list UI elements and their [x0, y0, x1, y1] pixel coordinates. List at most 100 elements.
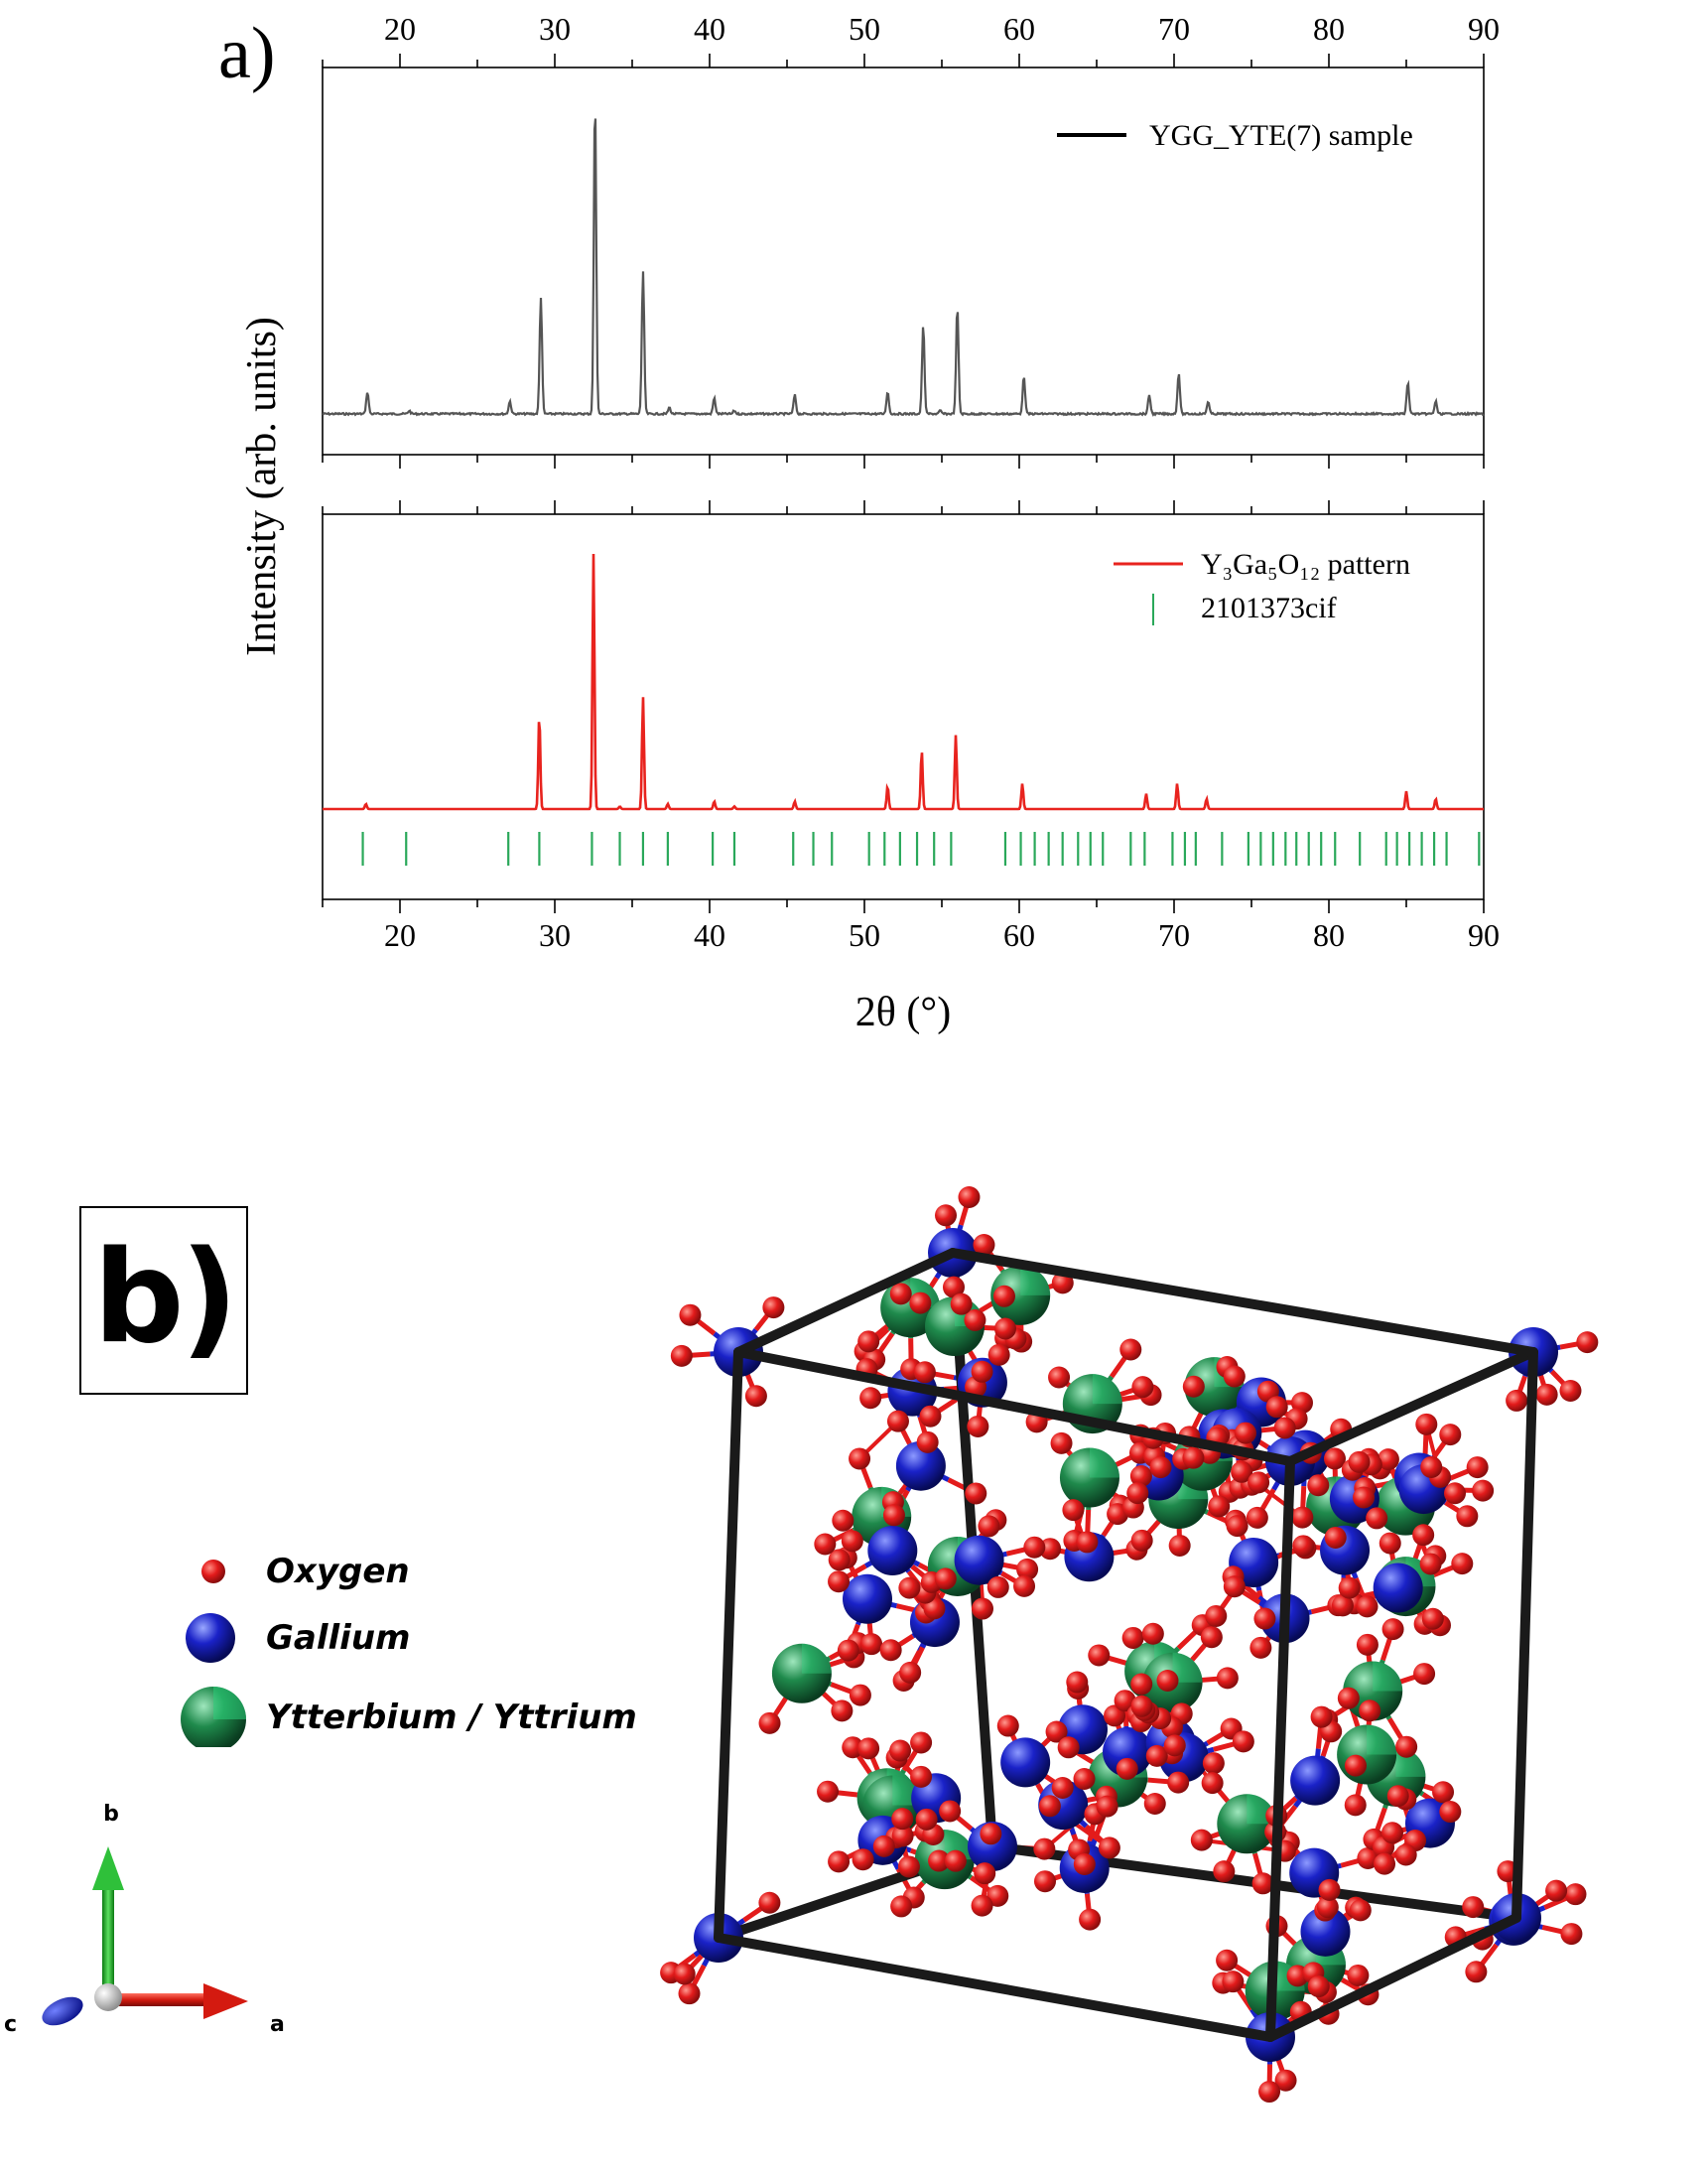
oxygen-atom	[889, 1739, 912, 1762]
gallium-atom	[842, 1573, 892, 1624]
legend-label-pattern: Y₃Ga₅O₁₂ pattern	[1201, 548, 1410, 581]
oxygen-atom	[1130, 1529, 1153, 1552]
oxygen-atom	[1088, 1644, 1111, 1667]
legend-label-sample: YGG_YTE(7) sample	[1149, 119, 1413, 152]
oxygen-atom	[913, 1361, 936, 1384]
lower-panel-frame	[322, 513, 1485, 900]
oxygen-atom	[1201, 1772, 1224, 1795]
oxygen-atom	[814, 1533, 837, 1556]
oxygen-atom	[1395, 1735, 1418, 1758]
oxygen-atom	[1324, 1526, 1347, 1549]
oxygen-atom	[1357, 1846, 1380, 1869]
gallium-atom	[1000, 1737, 1051, 1788]
cell-edge-front	[1265, 1913, 1521, 2042]
top-tick-label: 80	[1313, 11, 1345, 47]
oxygen-atom	[1331, 1594, 1354, 1617]
panel-b-label: b)	[79, 1206, 248, 1395]
oxygen-atom	[1167, 1771, 1190, 1794]
legend-oxygen-label: Oxygen	[266, 1552, 410, 1591]
oxygen-atom	[978, 1515, 1000, 1538]
oxygen-atom	[1273, 1417, 1296, 1439]
oxygen-atom	[1353, 1486, 1376, 1509]
oxygen-atom	[1344, 1794, 1367, 1817]
gallium-atom	[954, 1535, 1004, 1585]
oxygen-atom	[1374, 1852, 1396, 1875]
legend-gallium-label: Gallium	[266, 1618, 411, 1658]
yttrium-atom	[1217, 1794, 1277, 1854]
gallium-atom	[1373, 1563, 1423, 1613]
oxygen-atom	[1050, 1431, 1073, 1454]
oxygen-atom	[1451, 1553, 1474, 1575]
gallium-atom	[895, 1440, 946, 1491]
cell-edge-front	[1285, 1347, 1538, 1466]
oxygen-atom	[1202, 1752, 1225, 1775]
oxygen-atom	[965, 1482, 987, 1505]
yttrium-atom	[990, 1265, 1051, 1325]
oxygen-atom	[910, 1731, 933, 1754]
top-tick-label: 20	[384, 11, 416, 47]
oxygen-atom	[1033, 1837, 1056, 1860]
cell-edge-front	[1511, 1347, 1538, 1923]
oxygen-atom	[1307, 1474, 1330, 1497]
oxygen-atom	[886, 1410, 909, 1432]
oxygen-atom	[1248, 1471, 1270, 1494]
oxygen-atom	[1143, 1792, 1166, 1815]
sample-pattern-line	[322, 118, 1485, 417]
oxygen-atom	[1472, 1479, 1495, 1502]
oxygen-atom	[1291, 1506, 1314, 1529]
legend-lower: Y₃Ga₅O₁₂ pattern 2101373cif	[1114, 548, 1410, 625]
oxygen-atom	[916, 1430, 939, 1453]
oxygen-atom	[1444, 1482, 1467, 1505]
oxygen-atom	[898, 1576, 921, 1599]
oxygen-atom	[1338, 1576, 1361, 1599]
gallium-atom-icon	[186, 1613, 235, 1663]
oxygen-atom	[828, 1570, 851, 1593]
oxygen-atom	[934, 1567, 957, 1590]
oxygen-atom	[1292, 1535, 1315, 1558]
yttrium-atom-shade	[1373, 1661, 1403, 1692]
oxygen-atom	[964, 1308, 986, 1331]
oxygen-atom	[1182, 1375, 1205, 1398]
oxygen-atom	[1506, 1389, 1528, 1412]
yttrium-atom-shade	[1367, 1724, 1397, 1755]
oxygen-atom	[1062, 1499, 1085, 1522]
oxygen-atom	[758, 1891, 781, 1914]
oxygen-atom	[974, 1862, 996, 1885]
oxygen-atom	[1200, 1626, 1223, 1649]
oxygen-atom	[1213, 1860, 1236, 1883]
oxygen-atom	[744, 1385, 767, 1408]
oxygen-atom	[1439, 1424, 1462, 1446]
oxygen-atom	[673, 1963, 696, 1985]
oxygen-atom	[1073, 1768, 1096, 1791]
bottom-tick-label: 80	[1313, 917, 1345, 953]
oxygen-atom	[1246, 1506, 1268, 1529]
oxygen-atom	[986, 1575, 1009, 1598]
oxygen-atom	[1377, 1448, 1399, 1471]
oxygen-atom	[857, 1330, 880, 1353]
oxygen-atom	[919, 1405, 942, 1427]
oxygen-atom	[1066, 1671, 1089, 1694]
oxygen-atom	[891, 1808, 914, 1831]
oxygen-atom	[1421, 1607, 1444, 1630]
oxygen-atom	[1131, 1376, 1154, 1399]
oxygen-atom	[1462, 1896, 1485, 1919]
oxygen-atom	[1381, 1618, 1404, 1641]
upper-panel-frame	[322, 67, 1485, 456]
oxygen-atom	[849, 1684, 871, 1706]
oxygen-atom	[1023, 1536, 1046, 1559]
oxygen-atom-icon	[201, 1560, 225, 1583]
oxygen-atom	[967, 1415, 989, 1437]
oxygen-atom	[859, 1387, 882, 1410]
oxygen-atom	[1535, 1383, 1558, 1406]
oxygen-atom	[1149, 1456, 1172, 1479]
oxygen-atom	[1545, 1879, 1568, 1902]
a-axis-label: a	[270, 2012, 285, 2037]
oxygen-atom	[1258, 2081, 1281, 2104]
oxygen-atom	[1316, 1896, 1339, 1919]
oxygen-atom	[1098, 1836, 1120, 1859]
oxygen-atom	[950, 1292, 973, 1315]
oxygen-atom	[1466, 1456, 1489, 1479]
oxygen-atom	[971, 1894, 993, 1917]
oxygen-atom	[987, 1343, 1010, 1366]
oxygen-atom	[1307, 1975, 1330, 1998]
